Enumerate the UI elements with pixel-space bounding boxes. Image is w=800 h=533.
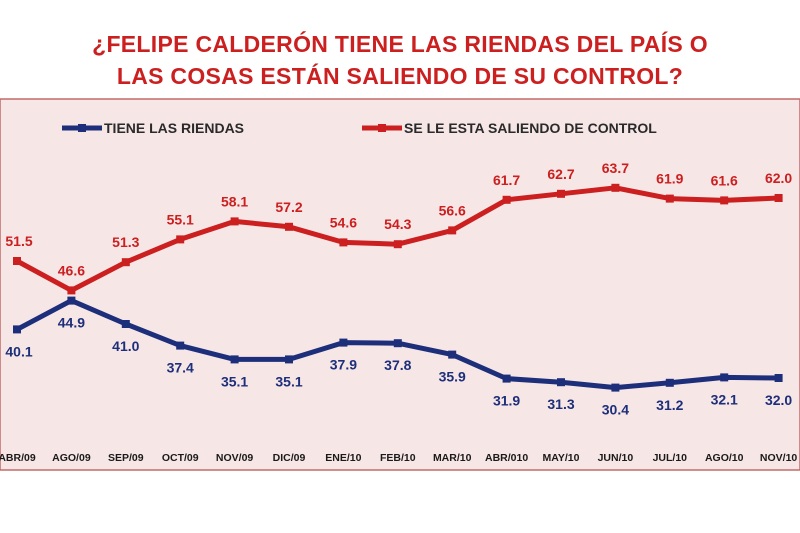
data-point bbox=[67, 286, 76, 295]
data-point bbox=[67, 296, 76, 305]
x-tick-label: ABR/010 bbox=[485, 452, 528, 464]
data-label: 54.6 bbox=[330, 214, 357, 230]
data-label: 54.3 bbox=[384, 216, 411, 232]
data-label: 37.4 bbox=[167, 360, 194, 376]
data-label: 35.1 bbox=[221, 373, 248, 389]
data-label: 61.9 bbox=[656, 171, 683, 187]
x-tick-label: MAR/10 bbox=[433, 452, 472, 464]
x-tick-label: AGO/10 bbox=[705, 452, 744, 464]
x-tick-label: ENE/10 bbox=[325, 452, 361, 464]
data-point bbox=[448, 226, 457, 235]
chart-title-line-1: ¿FELIPE CALDERÓN TIENE LAS RIENDAS DEL P… bbox=[92, 31, 708, 57]
data-label: 57.2 bbox=[275, 199, 302, 215]
data-point bbox=[557, 189, 565, 198]
data-label: 40.1 bbox=[5, 343, 32, 359]
data-point bbox=[502, 374, 511, 383]
data-point bbox=[285, 222, 293, 231]
data-label: 31.3 bbox=[547, 396, 574, 412]
data-label: 51.5 bbox=[5, 233, 32, 249]
data-label: 32.1 bbox=[711, 391, 738, 407]
data-label: 32.0 bbox=[765, 392, 792, 408]
data-label: 62.0 bbox=[765, 170, 792, 186]
data-point bbox=[665, 378, 674, 387]
x-tick-label: MAY/10 bbox=[543, 452, 580, 464]
data-point bbox=[121, 258, 130, 267]
data-point bbox=[285, 355, 293, 364]
chart-title: ¿FELIPE CALDERÓN TIENE LAS RIENDAS DEL P… bbox=[0, 28, 800, 92]
legend-marker-2 bbox=[378, 124, 386, 132]
data-point bbox=[611, 383, 620, 392]
data-label: 56.6 bbox=[439, 202, 466, 218]
x-tick-label: AGO/09 bbox=[52, 452, 91, 464]
x-tick-label: SEP/09 bbox=[108, 452, 144, 464]
data-point bbox=[13, 325, 21, 334]
data-point bbox=[393, 339, 402, 348]
data-label: 37.8 bbox=[384, 357, 411, 373]
legend-label-2: SE LE ESTA SALIENDO DE CONTROL bbox=[404, 120, 657, 136]
data-point bbox=[557, 378, 565, 387]
legend-marker-1 bbox=[78, 124, 86, 132]
data-label: 31.9 bbox=[493, 393, 520, 409]
data-point bbox=[611, 183, 620, 192]
x-tick-label: JUL/10 bbox=[653, 452, 688, 464]
x-tick-label: NOV/09 bbox=[216, 452, 254, 464]
data-label: 35.1 bbox=[275, 373, 302, 389]
data-label: 30.4 bbox=[602, 402, 629, 418]
data-point bbox=[774, 374, 783, 382]
data-label: 44.9 bbox=[58, 315, 85, 331]
data-label: 41.0 bbox=[112, 338, 139, 354]
data-label: 58.1 bbox=[221, 193, 248, 209]
x-tick-label: DIC/09 bbox=[273, 452, 306, 464]
data-label: 31.2 bbox=[656, 397, 683, 413]
data-label: 37.9 bbox=[330, 357, 357, 373]
plot-panel bbox=[0, 98, 800, 471]
data-label: 61.7 bbox=[493, 172, 520, 188]
data-point bbox=[502, 195, 511, 204]
data-label: 35.9 bbox=[439, 369, 466, 385]
data-point bbox=[448, 350, 457, 359]
data-label: 46.6 bbox=[58, 262, 85, 278]
legend-label-1: TIENE LAS RIENDAS bbox=[104, 120, 244, 136]
data-point bbox=[720, 196, 729, 205]
data-point bbox=[665, 194, 674, 203]
data-label: 61.6 bbox=[711, 172, 738, 188]
data-point bbox=[339, 338, 348, 347]
data-label: 62.7 bbox=[547, 166, 574, 182]
data-point bbox=[720, 373, 729, 382]
x-tick-label: FEB/10 bbox=[380, 452, 416, 464]
x-tick-label: ABR/09 bbox=[0, 452, 36, 464]
x-tick-label: JUN/10 bbox=[598, 452, 634, 464]
data-label: 55.1 bbox=[167, 211, 194, 227]
data-point bbox=[176, 341, 185, 350]
data-point bbox=[121, 320, 130, 328]
data-point bbox=[230, 355, 239, 364]
data-point bbox=[230, 217, 239, 226]
data-point bbox=[339, 238, 348, 247]
chart-title-line-2: LAS COSAS ESTÁN SALIENDO DE SU CONTROL? bbox=[116, 63, 684, 89]
data-point bbox=[13, 257, 21, 265]
x-tick-label: NOV/10 bbox=[760, 452, 798, 464]
x-tick-label: OCT/09 bbox=[162, 452, 199, 464]
data-point bbox=[774, 194, 783, 202]
data-label: 51.3 bbox=[112, 234, 139, 250]
data-point bbox=[176, 235, 185, 244]
data-label: 63.7 bbox=[602, 160, 629, 176]
data-point bbox=[393, 240, 402, 249]
